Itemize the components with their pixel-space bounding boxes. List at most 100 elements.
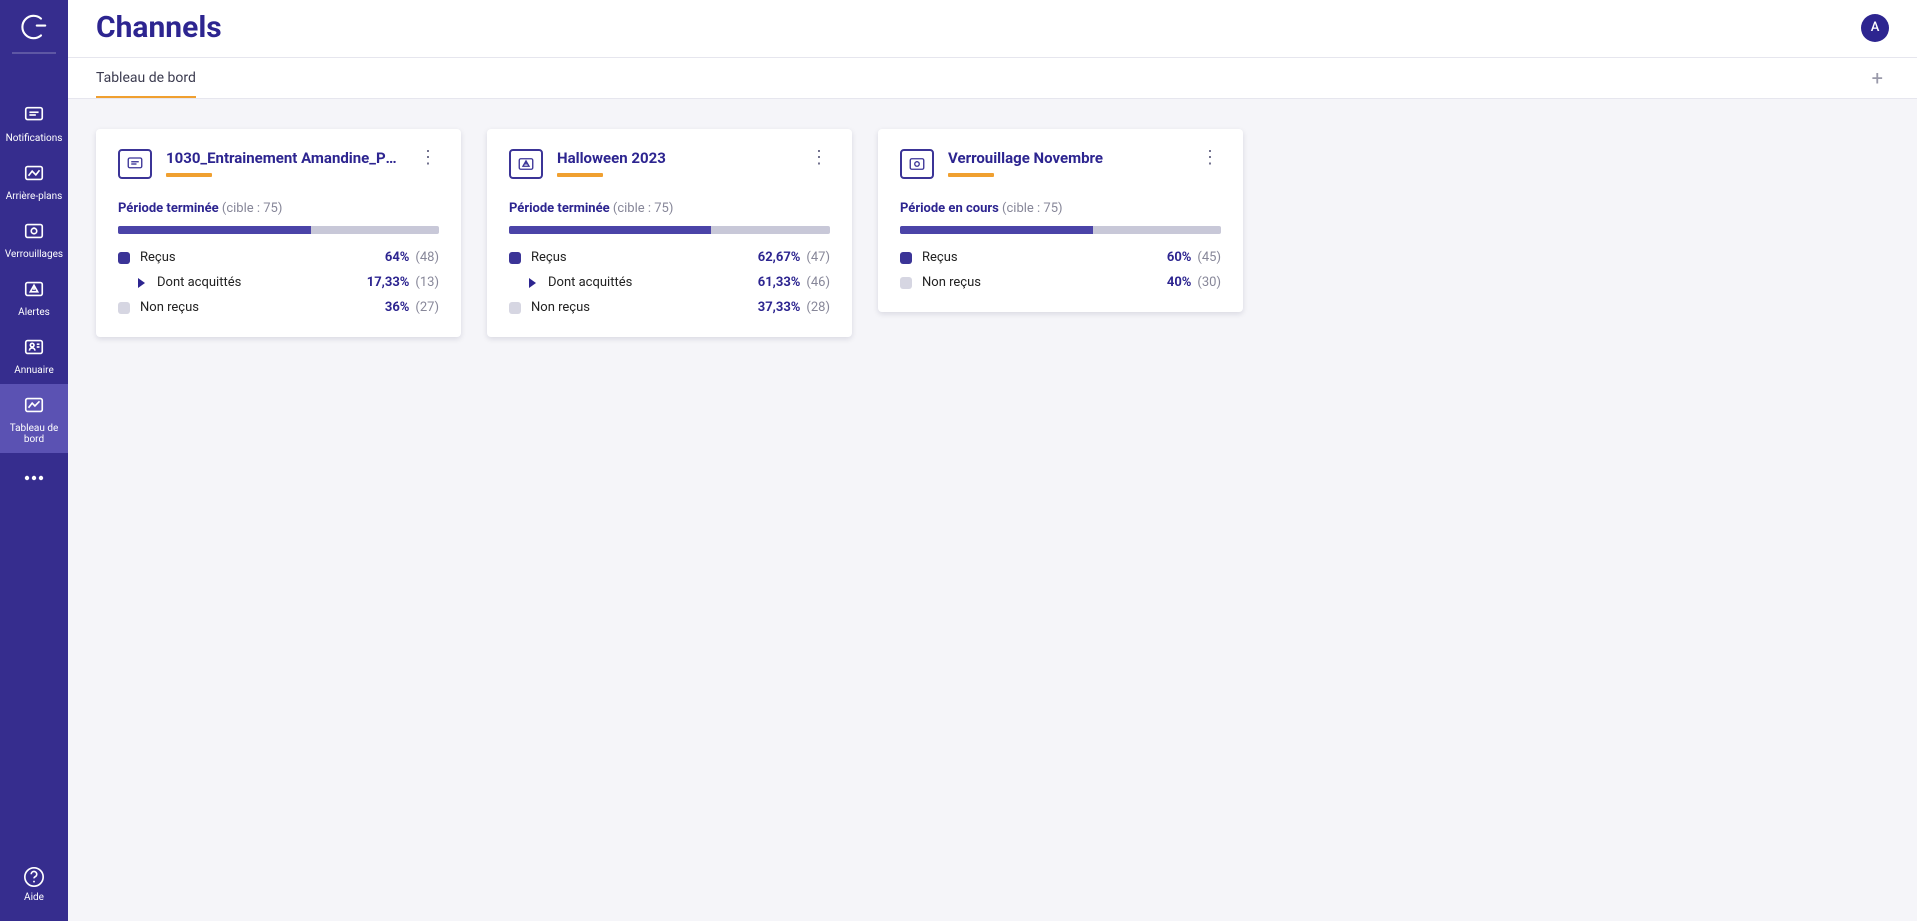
stat-percent: 61,33%: [758, 275, 801, 290]
card-period: Période en cours (cible : 75): [900, 201, 1221, 216]
stat-label: Reçus: [140, 250, 385, 265]
stat-count: (47): [806, 250, 830, 265]
stat-label: Reçus: [531, 250, 758, 265]
stat-label: Reçus: [922, 250, 1167, 265]
stat-label: Dont acquittés: [548, 275, 758, 290]
card-stat-row: Reçus60% (45): [900, 250, 1221, 265]
stat-count: (27): [415, 300, 439, 315]
page-title: Channels: [96, 10, 222, 45]
card-period: Période terminée (cible : 75): [118, 201, 439, 216]
card-stat-row: Dont acquittés61,33% (46): [509, 275, 830, 290]
sidebar-more[interactable]: [23, 461, 45, 495]
sidebar-item-label: Verrouillages: [5, 249, 63, 260]
legend-marker: [118, 252, 130, 264]
stat-count: (46): [806, 275, 830, 290]
stat-percent: 17,33%: [367, 275, 410, 290]
background-icon: [23, 162, 45, 187]
avatar[interactable]: A: [1861, 14, 1889, 42]
sidebar-item-label: Arrière-plans: [6, 191, 63, 202]
stat-percent: 37,33%: [758, 300, 801, 315]
stat-percent: 64%: [385, 250, 410, 265]
card-stat-row: Non reçus36% (27): [118, 300, 439, 315]
sidebar-item-background[interactable]: Arrière-plans: [0, 152, 68, 210]
sidebar-item-label: Notifications: [6, 133, 63, 144]
card-progress-bar: [509, 226, 830, 234]
card-menu-button[interactable]: ⋮: [808, 149, 830, 167]
card-stat-row: Reçus62,67% (47): [509, 250, 830, 265]
stat-count: (30): [1197, 275, 1221, 290]
card-stat-row: Non reçus37,33% (28): [509, 300, 830, 315]
stat-count: (13): [415, 275, 439, 290]
card-title-underline: [557, 173, 603, 177]
sidebar-item-label: Alertes: [18, 307, 50, 318]
dashboard-card: Verrouillage Novembre ⋮ Période en cours (…: [878, 129, 1243, 312]
dashboard-card: Halloween 2023 ⋮ Période terminée (cible :…: [487, 129, 852, 337]
sidebar: Notifications Arrière-plans Verrouillages A…: [0, 0, 68, 921]
card-title-underline: [166, 173, 212, 177]
card-period-target: (cible : 75): [222, 201, 283, 216]
card-title: 1030_Entrainement Amandine_Pos…: [166, 149, 403, 167]
card-period-label: Période terminée: [509, 201, 610, 216]
alert-icon: [23, 278, 45, 303]
main: Channels A Tableau de bord + 1030_Entrai…: [68, 0, 1917, 921]
stat-label: Non reçus: [531, 300, 758, 315]
stat-percent: 36%: [385, 300, 410, 315]
legend-marker: [900, 252, 912, 264]
card-stat-row: Dont acquittés17,33% (13): [118, 275, 439, 290]
card-period-label: Période en cours: [900, 201, 999, 216]
card-period: Période terminée (cible : 75): [509, 201, 830, 216]
legend-marker: [900, 277, 912, 289]
card-progress-bar: [900, 226, 1221, 234]
card-progress-fill: [118, 226, 311, 234]
dashboard-card: 1030_Entrainement Amandine_Pos… ⋮ Période …: [96, 129, 461, 337]
stat-label: Non reçus: [140, 300, 385, 315]
card-title-underline: [948, 173, 994, 177]
card-menu-button[interactable]: ⋮: [417, 149, 439, 167]
stat-percent: 40%: [1167, 275, 1192, 290]
legend-marker: [509, 252, 521, 264]
expand-arrow-icon[interactable]: [529, 278, 536, 288]
notification-icon: [118, 149, 152, 179]
sidebar-item-label: Annuaire: [14, 365, 54, 376]
directory-icon: [23, 336, 45, 361]
stat-count: (48): [415, 250, 439, 265]
stat-count: (45): [1197, 250, 1221, 265]
tabbar: Tableau de bord +: [68, 58, 1917, 99]
card-stat-row: Reçus64% (48): [118, 250, 439, 265]
card-menu-button[interactable]: ⋮: [1199, 149, 1221, 167]
sidebar-item-notification[interactable]: Notifications: [0, 94, 68, 152]
card-period-target: (cible : 75): [613, 201, 674, 216]
card-title: Halloween 2023: [557, 149, 794, 167]
lock-icon: [900, 149, 934, 179]
sidebar-item-label: Tableau de bord: [2, 423, 66, 445]
notification-icon: [23, 104, 45, 129]
app-logo[interactable]: [0, 0, 68, 54]
sidebar-item-dashboard[interactable]: Tableau de bord: [0, 384, 68, 453]
card-period-label: Période terminée: [118, 201, 219, 216]
dashboard-content: 1030_Entrainement Amandine_Pos… ⋮ Période …: [68, 99, 1917, 921]
sidebar-item-alert[interactable]: Alertes: [0, 268, 68, 326]
card-progress-bar: [118, 226, 439, 234]
legend-marker: [118, 302, 130, 314]
card-progress-fill: [900, 226, 1093, 234]
tab-add-button[interactable]: +: [1866, 60, 1889, 96]
legend-marker: [509, 302, 521, 314]
sidebar-help[interactable]: Aide: [23, 852, 45, 921]
stat-label: Dont acquittés: [157, 275, 367, 290]
stat-count: (28): [806, 300, 830, 315]
header: Channels A: [68, 0, 1917, 58]
alert-icon: [509, 149, 543, 179]
card-period-target: (cible : 75): [1002, 201, 1063, 216]
card-title: Verrouillage Novembre: [948, 149, 1185, 167]
stat-label: Non reçus: [922, 275, 1167, 290]
tab-dashboard[interactable]: Tableau de bord: [96, 58, 196, 98]
stat-percent: 62,67%: [758, 250, 801, 265]
card-stat-row: Non reçus40% (30): [900, 275, 1221, 290]
dashboard-icon: [23, 394, 45, 419]
sidebar-help-label: Aide: [24, 892, 44, 903]
stat-percent: 60%: [1167, 250, 1192, 265]
expand-arrow-icon[interactable]: [138, 278, 145, 288]
card-progress-fill: [509, 226, 711, 234]
sidebar-item-directory[interactable]: Annuaire: [0, 326, 68, 384]
sidebar-item-lock[interactable]: Verrouillages: [0, 210, 68, 268]
